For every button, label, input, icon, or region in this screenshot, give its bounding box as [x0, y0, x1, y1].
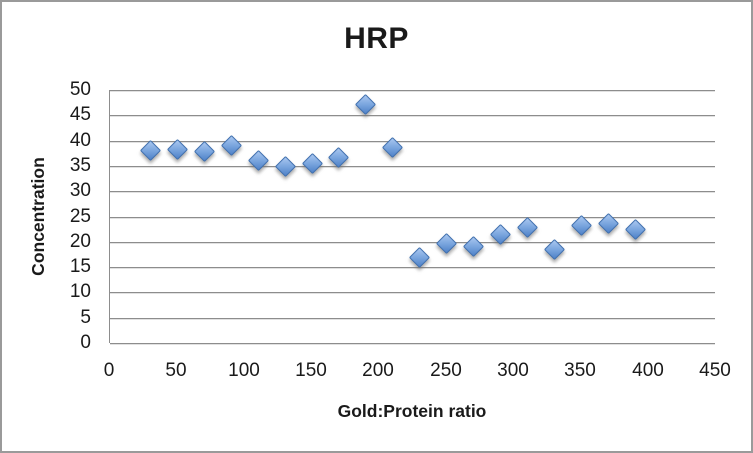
diamond-marker-icon	[624, 219, 646, 241]
diamond-marker-icon	[355, 93, 377, 115]
data-point-marker	[139, 140, 161, 162]
x-tick-label: 250	[430, 360, 462, 381]
y-tick-label: 45	[69, 104, 91, 125]
diamond-marker-icon	[543, 238, 565, 260]
y-tick-label: 40	[69, 130, 91, 151]
gridline-y-10	[110, 292, 715, 293]
diamond-marker-icon	[516, 216, 539, 239]
y-tick-label: 5	[80, 307, 91, 328]
x-tick-label: 50	[165, 360, 187, 381]
plot-area	[109, 90, 715, 344]
diamond-marker-icon	[139, 140, 161, 162]
chart-title: HRP	[344, 22, 409, 55]
data-point-marker	[543, 238, 565, 260]
x-tick-label: 200	[362, 360, 394, 381]
data-point-marker	[462, 236, 485, 258]
data-point-marker	[624, 219, 646, 241]
diamond-marker-icon	[409, 246, 431, 269]
data-point-marker	[247, 149, 269, 171]
data-point-marker	[382, 137, 404, 159]
x-tick-label: 0	[103, 360, 115, 381]
y-tick-label: 10	[69, 281, 91, 302]
diamond-marker-icon	[462, 236, 485, 258]
y-tick-label: 50	[69, 79, 91, 100]
x-tick-label: 350	[564, 360, 596, 381]
x-axis-title: Gold:Protein ratio	[337, 401, 487, 421]
data-point-marker	[193, 141, 215, 163]
diamond-marker-icon	[328, 147, 350, 169]
diamond-marker-icon	[220, 135, 242, 157]
y-tick-label: 30	[69, 180, 91, 201]
diamond-marker-icon	[193, 141, 215, 163]
data-point-marker	[328, 147, 350, 169]
gridline-y-0	[110, 343, 715, 344]
gridline-y-20	[110, 242, 715, 243]
diamond-marker-icon	[489, 223, 512, 245]
data-point-marker	[597, 212, 619, 235]
gridline-y-15	[110, 267, 715, 268]
y-tick-label: 20	[69, 231, 91, 252]
x-tick-label: 100	[228, 360, 260, 381]
x-tick-label: 400	[632, 360, 664, 381]
diamond-marker-icon	[597, 212, 619, 235]
gridline-y-45	[110, 115, 715, 116]
data-point-marker	[516, 216, 539, 239]
y-tick-label: 35	[69, 155, 91, 176]
x-tick-label: 450	[699, 360, 731, 381]
diamond-marker-icon	[570, 214, 592, 236]
gridline-y-25	[110, 217, 715, 218]
diamond-marker-icon	[166, 139, 188, 161]
gridline-y-5	[110, 318, 715, 319]
data-point-marker	[301, 153, 323, 175]
gridline-y-50	[110, 90, 715, 91]
data-point-marker	[409, 246, 431, 269]
x-tick-label: 300	[497, 360, 529, 381]
x-tick-label: 150	[295, 360, 327, 381]
y-tick-label: 25	[69, 206, 91, 227]
diamond-marker-icon	[436, 232, 458, 254]
data-point-marker	[489, 223, 512, 245]
diamond-marker-icon	[247, 149, 269, 171]
diamond-marker-icon	[274, 156, 296, 178]
data-point-marker	[436, 232, 458, 254]
gridline-y-30	[110, 191, 715, 192]
y-tick-label: 15	[69, 256, 91, 277]
data-point-marker	[355, 93, 377, 115]
gridline-y-40	[110, 141, 715, 142]
gridline-y-35	[110, 166, 715, 167]
diamond-marker-icon	[382, 137, 404, 159]
y-tick-label: 0	[80, 332, 91, 353]
data-point-marker	[220, 135, 242, 157]
data-point-marker	[166, 139, 188, 161]
data-point-marker	[274, 156, 296, 178]
data-point-marker	[570, 214, 592, 236]
diamond-marker-icon	[301, 153, 323, 175]
